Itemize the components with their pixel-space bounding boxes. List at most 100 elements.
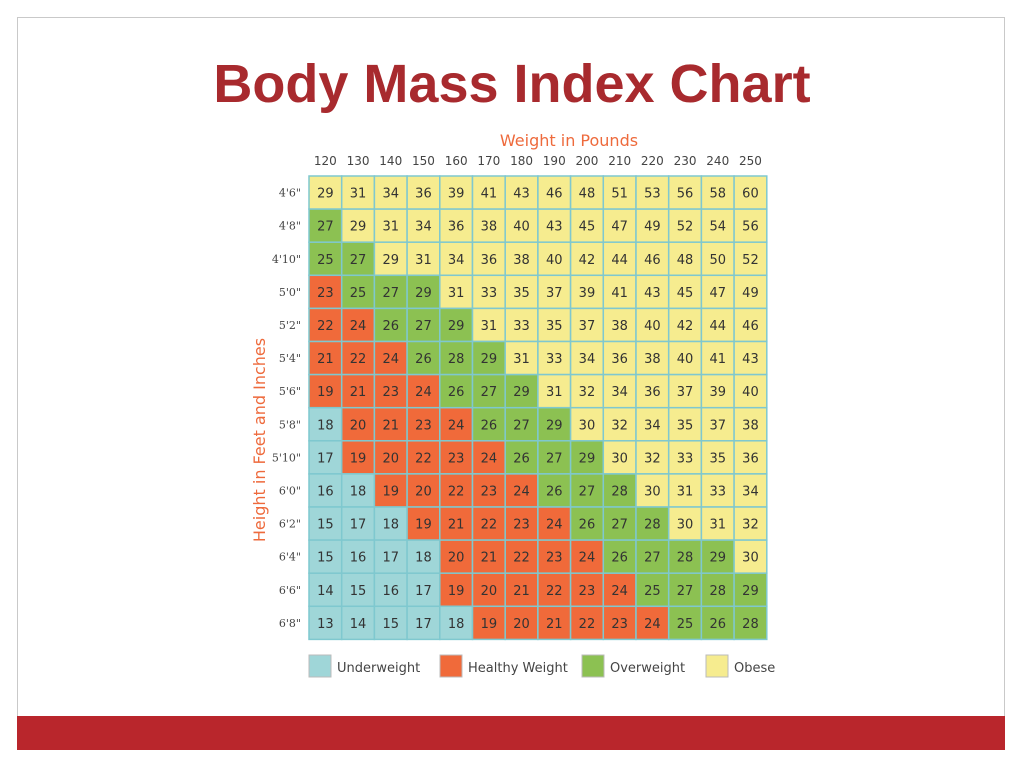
bmi-cell-value: 30: [611, 451, 628, 466]
bmi-cell: [602, 440, 637, 475]
bmi-cell: [733, 572, 768, 608]
bmi-cell: [308, 373, 343, 409]
bmi-cell-value: 15: [317, 518, 334, 533]
y-axis-title: Height in Feet and Inches: [250, 338, 269, 542]
bmi-cell-value: 24: [481, 451, 498, 466]
bmi-cell-value: 33: [546, 352, 563, 367]
bmi-cell: [537, 373, 572, 409]
bmi-cell: [635, 605, 670, 641]
bmi-cell-value: 32: [742, 518, 759, 533]
bmi-cell-value: 17: [415, 617, 432, 632]
bmi-cell: [700, 440, 735, 475]
bmi-cell: [373, 307, 408, 343]
bmi-cell-value: 24: [382, 352, 399, 367]
bmi-cell-value: 24: [513, 484, 530, 499]
bmi-cell-value: 39: [448, 187, 465, 202]
bmi-cell-value: 31: [350, 187, 367, 202]
bmi-cell-value: 31: [677, 484, 694, 499]
bmi-cell-value: 38: [742, 418, 759, 433]
bmi-cell-value: 45: [677, 286, 694, 301]
bmi-cell-value: 18: [382, 518, 399, 533]
bmi-cell-value: 49: [742, 286, 759, 301]
bmi-cell-value: 25: [677, 617, 694, 632]
bmi-cell-value: 21: [382, 418, 399, 433]
height-tick-label: 6'8": [279, 617, 301, 630]
bmi-cell-value: 26: [611, 551, 628, 566]
bmi-cell-value: 24: [415, 385, 432, 400]
bmi-cell-value: 33: [709, 484, 726, 499]
bmi-cell-value: 23: [579, 584, 596, 599]
bmi-cell-value: 29: [709, 551, 726, 566]
bmi-cell-value: 26: [513, 451, 530, 466]
bmi-cell: [340, 340, 376, 376]
bmi-cell: [569, 340, 605, 376]
bmi-cell-value: 34: [415, 220, 432, 235]
bmi-cell-value: 23: [448, 451, 465, 466]
bmi-cell: [504, 373, 539, 409]
bmi-cell: [602, 473, 637, 508]
bmi-cell-value: 33: [677, 451, 694, 466]
bmi-cell-value: 60: [742, 187, 759, 202]
bmi-cell-value: 35: [677, 418, 694, 433]
height-tick-labels: 4'6" 4'8" 4'10" 5'0" 5'2" 5'4" 5'6" 5'8" 5'10" 6'…: [272, 187, 301, 630]
bmi-cell-value: 22: [415, 451, 432, 466]
bmi-cell-value: 15: [317, 551, 334, 566]
bmi-cell-value: 46: [644, 253, 661, 268]
bmi-cell: [635, 274, 670, 310]
bmi-cell-value: 28: [448, 352, 465, 367]
bmi-cell-value: 40: [546, 253, 563, 268]
bmi-cell: [537, 208, 572, 243]
bmi-cell-value: 21: [513, 584, 530, 599]
bmi-cell-value: 22: [546, 584, 563, 599]
bmi-cell-value: 16: [382, 584, 399, 599]
bmi-cell-value: 20: [448, 551, 465, 566]
bmi-cell-value: 31: [448, 286, 465, 301]
bmi-cell: [569, 175, 605, 210]
bmi-cell-value: 28: [611, 484, 628, 499]
bmi-cell-value: 27: [481, 385, 498, 400]
legend-swatch: [308, 654, 332, 678]
bmi-cell: [504, 506, 539, 541]
bmi-cell: [373, 208, 408, 243]
bmi-cell: [733, 175, 768, 210]
bmi-cell-value: 29: [513, 385, 530, 400]
bmi-cell: [504, 307, 539, 343]
bmi-cell-value: 36: [481, 253, 498, 268]
bmi-cell: [439, 274, 474, 310]
bmi-cell-value: 33: [513, 319, 530, 334]
weight-tick-label: 200: [575, 154, 598, 168]
bmi-cell: [471, 208, 506, 243]
bmi-cell: [439, 340, 474, 376]
height-tick-label: 4'8": [279, 220, 301, 233]
bmi-cell-value: 31: [382, 220, 399, 235]
height-tick-label: 6'4": [279, 551, 301, 564]
weight-tick-label: 250: [739, 154, 762, 168]
bmi-cell: [667, 539, 703, 574]
bmi-cell-value: 41: [709, 352, 726, 367]
bmi-cell-value: 47: [709, 286, 726, 301]
bmi-cell-value: 32: [644, 451, 661, 466]
bmi-cell-value: 29: [481, 352, 498, 367]
bmi-cell: [635, 373, 670, 409]
bmi-cell: [308, 572, 343, 608]
bmi-cell: [667, 241, 703, 277]
bmi-cell: [733, 406, 768, 442]
bmi-cell: [373, 506, 408, 541]
bmi-cell-value: 22: [513, 551, 530, 566]
bmi-cell-value: 24: [644, 617, 661, 632]
bmi-cell-value: 52: [677, 220, 694, 235]
bmi-cell-value: 27: [546, 451, 563, 466]
bmi-cell-value: 24: [546, 518, 563, 533]
weight-tick-label: 130: [347, 154, 370, 168]
bmi-cell-value: 39: [709, 385, 726, 400]
bmi-cell-value: 18: [415, 551, 432, 566]
bmi-cell-value: 26: [448, 385, 465, 400]
bmi-cell-value: 24: [350, 319, 367, 334]
bmi-cell-value: 27: [382, 286, 399, 301]
bmi-cell-value: 34: [448, 253, 465, 268]
bmi-cell-value: 26: [415, 352, 432, 367]
height-tick-label: 5'10": [272, 451, 301, 464]
bmi-cell-value: 21: [317, 352, 334, 367]
height-tick-label: 5'0": [279, 286, 301, 299]
height-tick-label: 5'8": [279, 418, 301, 431]
